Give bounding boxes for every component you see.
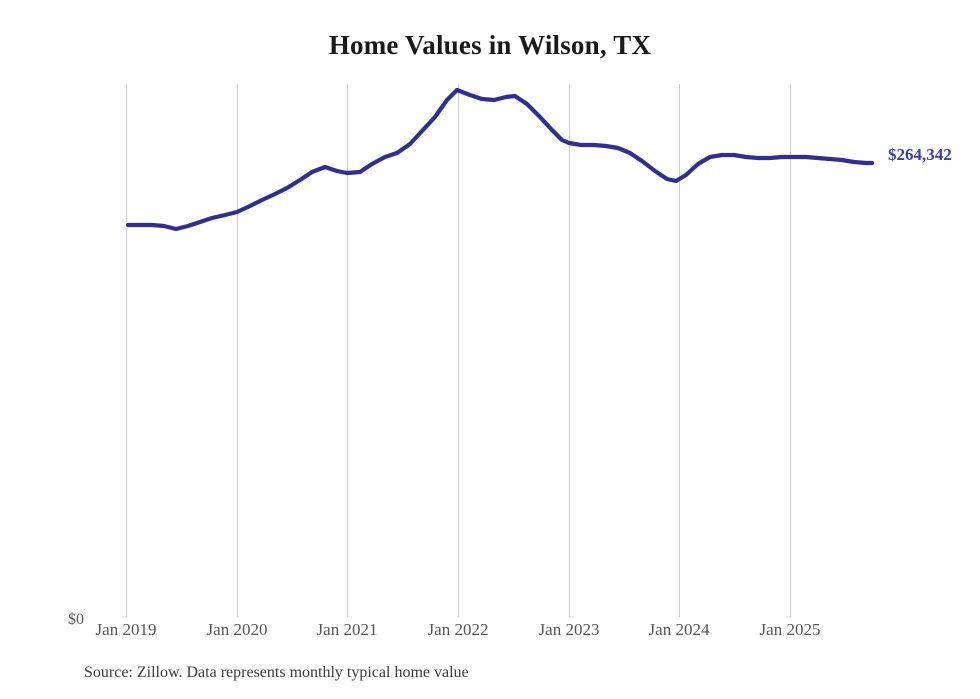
x-tick-label-jan-2019: Jan 2019 — [95, 620, 157, 639]
chart-title: Home Values in Wilson, TX — [328, 30, 652, 60]
gridline-jan-2024 — [679, 84, 680, 617]
x-tick-label-jan-2020: Jan 2020 — [206, 620, 268, 639]
gridline-jan-2025 — [790, 84, 791, 617]
gridline-jan-2020 — [237, 84, 238, 617]
end-value-annotation: $264,342 — [888, 145, 952, 164]
x-tick-label-jan-2022: Jan 2022 — [427, 620, 489, 639]
source-note: Source: Zillow. Data represents monthly … — [84, 664, 469, 681]
gridline-jan-2022 — [458, 84, 459, 617]
x-tick-label-jan-2023: Jan 2023 — [538, 620, 600, 639]
x-tick-label-jan-2025: Jan 2025 — [759, 620, 821, 639]
x-tick-label-jan-2024: Jan 2024 — [648, 620, 710, 639]
x-tick-label-jan-2021: Jan 2021 — [316, 620, 378, 639]
gridline-jan-2019 — [126, 84, 127, 617]
gridline-jan-2023 — [569, 84, 570, 617]
gridline-jan-2021 — [347, 84, 348, 617]
y-axis-zero-label: $0 — [68, 611, 84, 628]
home-value-line — [125, 87, 875, 232]
